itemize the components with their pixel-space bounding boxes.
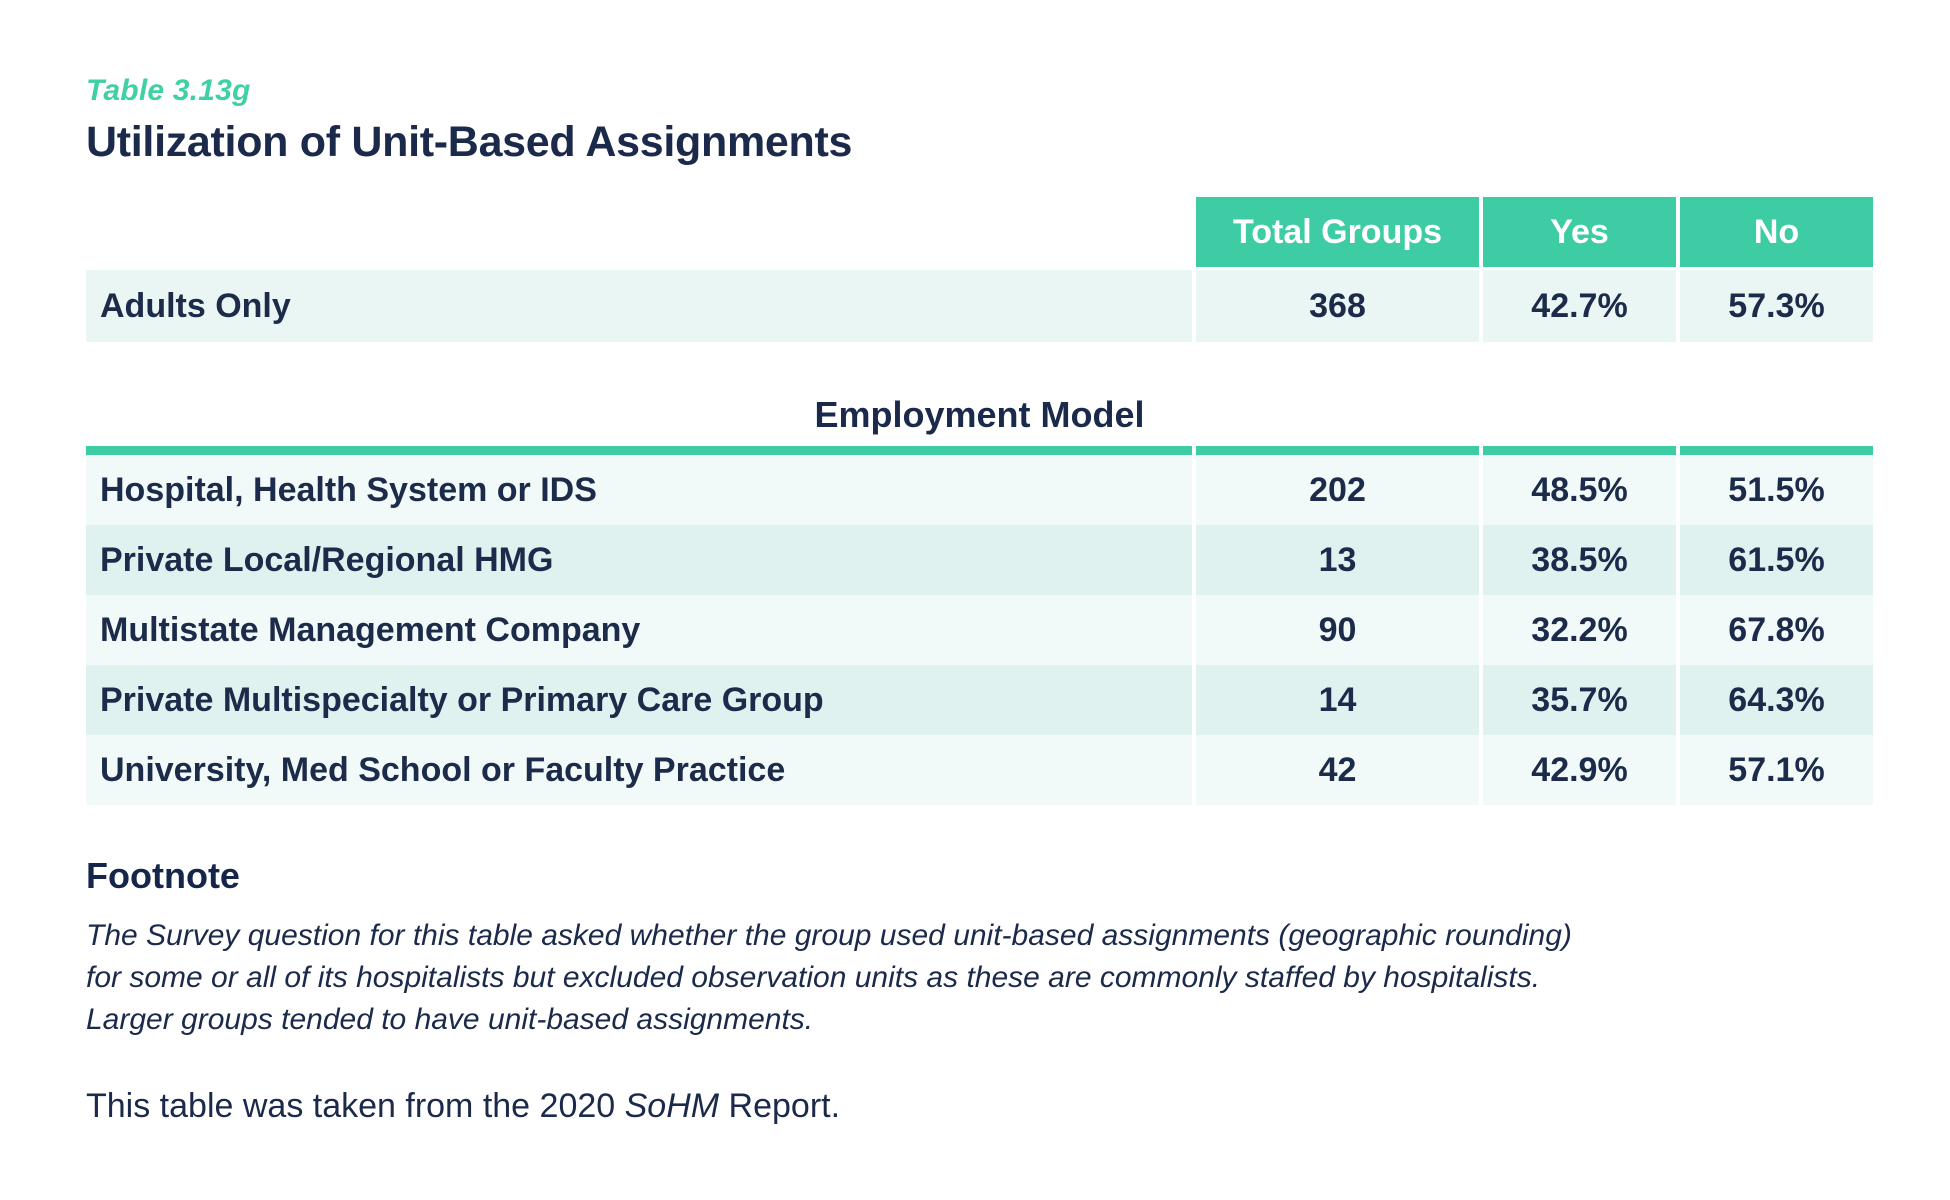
cell-no: 64.3% — [1680, 665, 1873, 735]
cell-total-groups: 90 — [1196, 595, 1479, 665]
cell-no: 67.8% — [1680, 595, 1873, 665]
footnote-line: The Survey question for this table asked… — [86, 919, 1572, 952]
header-spacer-cell — [86, 197, 1192, 267]
column-header-total-groups: Total Groups — [1196, 197, 1479, 267]
source-report-name: SoHM — [624, 1087, 720, 1125]
divider-segment — [86, 446, 1192, 455]
table-row: Private Local/Regional HMG 13 38.5% 61.5… — [86, 525, 1873, 595]
data-table: Total Groups Yes No Adults Only 368 42.7… — [86, 197, 1873, 805]
row-label: Adults Only — [86, 270, 1192, 342]
footnote-line: for some or all of its hospitalists but … — [86, 961, 1541, 994]
cell-yes: 38.5% — [1483, 525, 1676, 595]
footnote-line: Larger groups tended to have unit-based … — [86, 1003, 814, 1036]
divider-segment — [1196, 446, 1479, 455]
row-label: Multistate Management Company — [86, 595, 1192, 665]
divider-segment — [1483, 446, 1676, 455]
row-label: Private Multispecialty or Primary Care G… — [86, 665, 1192, 735]
source-text-suffix: Report. — [719, 1087, 841, 1125]
table-row: University, Med School or Faculty Practi… — [86, 735, 1873, 805]
table-row-adults-only: Adults Only 368 42.7% 57.3% — [86, 270, 1873, 342]
footnote-text: The Survey question for this table asked… — [86, 915, 1872, 1041]
cell-yes: 48.5% — [1483, 455, 1676, 525]
section-divider-rule — [86, 446, 1873, 455]
page-title: Utilization of Unit-Based Assignments — [86, 118, 853, 166]
table-number-label: Table 3.13g — [86, 74, 251, 107]
cell-total-groups: 202 — [1196, 455, 1479, 525]
row-label: Private Local/Regional HMG — [86, 525, 1192, 595]
row-label: Hospital, Health System or IDS — [86, 455, 1192, 525]
table-header-row: Total Groups Yes No — [86, 197, 1873, 267]
report-page: Table 3.13g Utilization of Unit-Based As… — [86, 74, 1873, 1126]
cell-no: 57.1% — [1680, 735, 1873, 805]
divider-segment — [1680, 446, 1873, 455]
cell-yes: 32.2% — [1483, 595, 1676, 665]
source-line: This table was taken from the 2020 SoHM … — [86, 1087, 1872, 1126]
table-row: Multistate Management Company 90 32.2% 6… — [86, 595, 1873, 665]
column-header-yes: Yes — [1483, 197, 1676, 267]
cell-total-groups: 13 — [1196, 525, 1479, 595]
table-row: Private Multispecialty or Primary Care G… — [86, 665, 1873, 735]
cell-total-groups: 14 — [1196, 665, 1479, 735]
section-title-employment-model: Employment Model — [814, 394, 1145, 435]
row-label: University, Med School or Faculty Practi… — [86, 735, 1192, 805]
cell-yes: 42.7% — [1483, 270, 1676, 342]
cell-total-groups: 42 — [1196, 735, 1479, 805]
column-header-no: No — [1680, 197, 1873, 267]
cell-no: 61.5% — [1680, 525, 1873, 595]
table-row: Hospital, Health System or IDS 202 48.5%… — [86, 455, 1873, 525]
cell-yes: 35.7% — [1483, 665, 1676, 735]
footnote-heading: Footnote — [86, 855, 240, 896]
source-text-prefix: This table was taken from the 2020 — [86, 1087, 625, 1125]
cell-total-groups: 368 — [1196, 270, 1479, 342]
cell-no: 57.3% — [1680, 270, 1873, 342]
cell-no: 51.5% — [1680, 455, 1873, 525]
cell-yes: 42.9% — [1483, 735, 1676, 805]
